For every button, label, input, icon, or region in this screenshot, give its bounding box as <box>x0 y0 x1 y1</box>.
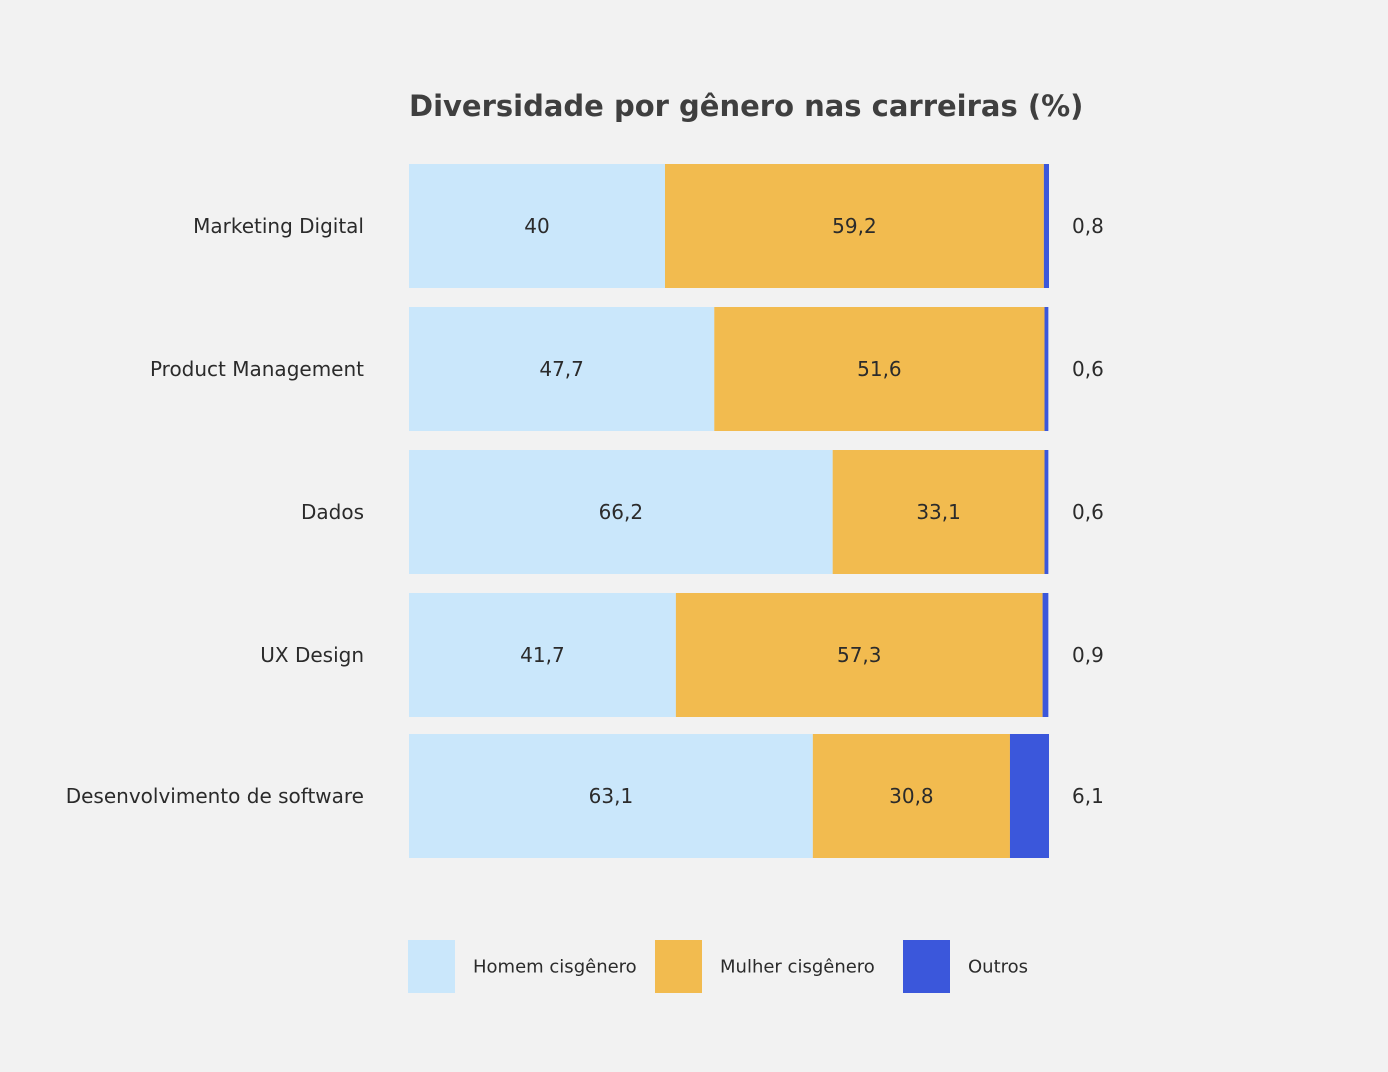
bar-segment-outros <box>1043 164 1049 288</box>
data-label: 0,6 <box>1072 357 1104 381</box>
bar-segment-homem <box>409 734 813 858</box>
legend-label: Outros <box>968 957 1028 978</box>
bar-segment-outros <box>1044 307 1049 431</box>
category-label: UX Design <box>260 643 364 667</box>
bar-segment-homem <box>409 450 833 574</box>
data-label: 59,2 <box>832 214 877 238</box>
category-label: Desenvolvimento de software <box>66 784 364 808</box>
data-label: 41,7 <box>520 643 565 667</box>
legend-label: Mulher cisgênero <box>720 957 875 978</box>
data-label: 40 <box>524 214 549 238</box>
data-label: 63,1 <box>589 784 634 808</box>
bar-segment-homem <box>409 164 665 288</box>
legend-label: Homem cisgênero <box>473 957 637 978</box>
chart-title: Diversidade por gênero nas carreiras (%) <box>409 89 1083 123</box>
data-label: 6,1 <box>1072 784 1104 808</box>
data-label: 33,1 <box>916 500 961 524</box>
bar-segment-mulher <box>714 307 1045 431</box>
bar-segment-outros <box>1044 450 1049 574</box>
bar-segment-outros <box>1009 734 1049 858</box>
category-label: Product Management <box>150 357 364 381</box>
bar-segment-mulher <box>812 734 1010 858</box>
data-label: 0,8 <box>1072 214 1104 238</box>
category-label: Marketing Digital <box>193 214 364 238</box>
bar-segment-mulher <box>832 450 1045 574</box>
data-label: 66,2 <box>599 500 644 524</box>
legend-swatch <box>903 940 950 993</box>
bars-layer: Marketing Digital 40 59,2 0,8 Product Manage… <box>66 164 1104 858</box>
bar-segment-homem <box>409 307 715 431</box>
legend: Homem cisgênero Mulher cisgênero Outros <box>408 940 1028 993</box>
category-label: Dados <box>301 500 364 524</box>
bar-segment-mulher <box>665 164 1044 288</box>
legend-swatch <box>655 940 702 993</box>
bar-segment-outros <box>1042 593 1049 717</box>
data-label: 51,6 <box>857 357 902 381</box>
legend-swatch <box>408 940 455 993</box>
bar-segment-mulher <box>675 593 1043 717</box>
data-label: 0,6 <box>1072 500 1104 524</box>
bar-segment-homem <box>409 593 676 717</box>
data-label: 57,3 <box>837 643 882 667</box>
data-label: 0,9 <box>1072 643 1104 667</box>
data-label: 30,8 <box>889 784 934 808</box>
data-label: 47,7 <box>539 357 584 381</box>
